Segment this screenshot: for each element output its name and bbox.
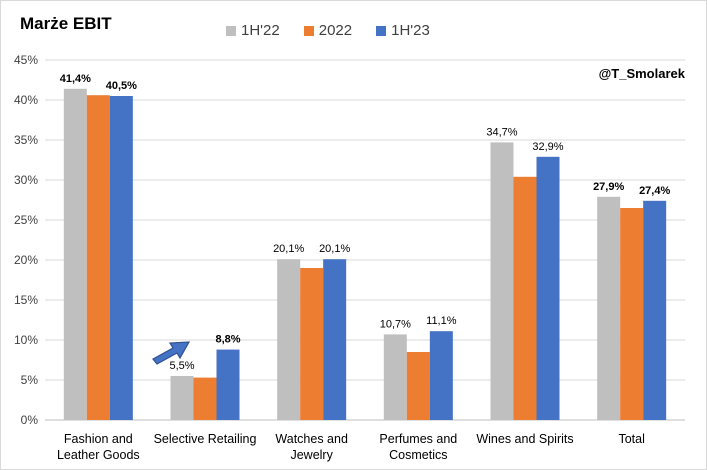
- y-tick-label: 20%: [14, 253, 38, 267]
- bar: [300, 268, 324, 420]
- y-tick-label: 35%: [14, 133, 38, 147]
- data-label: 5,5%: [169, 360, 194, 372]
- bar: [536, 156, 560, 421]
- bar: [193, 377, 217, 420]
- y-tick-label: 45%: [14, 53, 38, 67]
- data-label: 27,9%: [593, 181, 624, 193]
- data-label: 20,1%: [273, 243, 304, 255]
- legend-item-1h23: 1H'23: [376, 22, 430, 39]
- x-tick-label: Fashion and: [64, 432, 133, 446]
- x-tick-label: Jewelry: [290, 448, 333, 462]
- y-tick-label: 25%: [14, 213, 38, 227]
- bar: [170, 376, 194, 420]
- data-label: 8,8%: [215, 334, 240, 346]
- bar: [323, 259, 347, 420]
- data-label: 10,7%: [380, 318, 411, 330]
- data-label: 41,4%: [60, 73, 91, 85]
- x-tick-label: Cosmetics: [389, 448, 447, 462]
- watermark: @T_Smolarek: [598, 66, 685, 81]
- bar: [406, 352, 430, 420]
- legend-swatch-1h23: [376, 25, 387, 36]
- legend-label-1h22: 1H'22: [241, 22, 280, 39]
- data-label: 34,7%: [486, 126, 517, 138]
- y-tick-label: 30%: [14, 173, 38, 187]
- data-label: 32,9%: [532, 141, 563, 153]
- data-label: 20,1%: [319, 243, 350, 255]
- bar: [429, 331, 453, 420]
- bar: [277, 259, 301, 420]
- legend-swatch-2022: [303, 25, 314, 36]
- bar: [643, 200, 667, 420]
- y-tick-label: 0%: [21, 413, 39, 427]
- data-label: 27,4%: [639, 185, 670, 197]
- x-tick-label: Total: [618, 432, 644, 446]
- bar: [513, 176, 537, 420]
- bar: [490, 142, 514, 420]
- x-tick-label: Watches and: [275, 432, 348, 446]
- y-tick-label: 5%: [21, 373, 39, 387]
- x-tick-label: Perfumes and: [379, 432, 457, 446]
- x-tick-label: Leather Goods: [57, 448, 140, 462]
- legend-label-1h23: 1H'23: [391, 22, 430, 39]
- y-tick-label: 10%: [14, 333, 38, 347]
- y-tick-label: 15%: [14, 293, 38, 307]
- data-label: 40,5%: [106, 80, 137, 92]
- bar: [597, 196, 621, 420]
- data-label: 11,1%: [426, 315, 457, 327]
- legend-item-1h22: 1H'22: [226, 22, 280, 39]
- bar: [86, 95, 110, 420]
- legend-swatch-1h22: [226, 25, 236, 36]
- x-tick-label: Selective Retailing: [154, 432, 257, 446]
- bar: [109, 96, 133, 420]
- legend: 1H'22 2022 1H'23: [226, 22, 430, 39]
- bar: [383, 334, 407, 420]
- legend-label-2022: 2022: [318, 22, 353, 39]
- annotation-arrow-icon: [152, 341, 191, 365]
- legend-item-2022: 2022: [303, 22, 353, 39]
- x-tick-label: Wines and Spirits: [476, 432, 573, 446]
- bar: [63, 88, 87, 421]
- bar: [216, 349, 240, 420]
- bar: [620, 208, 644, 420]
- chart-title: Marże EBIT: [20, 14, 112, 33]
- y-tick-label: 40%: [14, 93, 38, 107]
